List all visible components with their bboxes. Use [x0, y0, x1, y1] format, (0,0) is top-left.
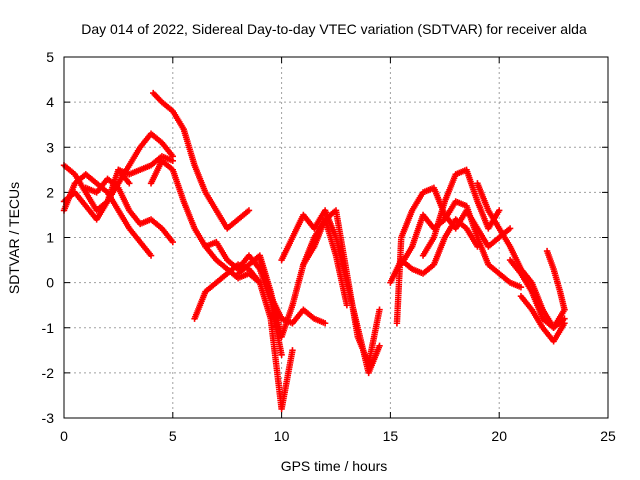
data-point: [278, 351, 285, 359]
series-arc11: [256, 256, 329, 327]
series-arc4: [82, 175, 176, 246]
y-tick-label: 2: [46, 184, 54, 200]
plot-area: [60, 89, 568, 413]
x-tick-label: 0: [60, 428, 68, 444]
y-axis-label: SDTVAR / TECUs: [6, 182, 22, 294]
y-tick-label: -3: [42, 410, 55, 426]
series-arc20: [517, 292, 568, 345]
data-point: [245, 207, 253, 214]
y-tick-label: 5: [46, 49, 54, 65]
series-arc19: [506, 256, 568, 331]
x-tick-label: 25: [600, 428, 616, 444]
data-point: [376, 306, 383, 313]
plot-frame: [63, 56, 609, 419]
x-tick-label: 10: [274, 428, 290, 444]
series-arc21: [543, 247, 568, 313]
data-point: [321, 320, 329, 327]
data-point: [517, 283, 525, 291]
data-point: [506, 225, 514, 232]
data-point: [343, 301, 351, 309]
y-tick-label: 3: [46, 139, 54, 155]
y-tick-label: -1: [42, 320, 55, 336]
y-tick-label: 0: [46, 275, 54, 291]
data-point: [147, 252, 155, 259]
x-axis-label: GPS time / hours: [281, 458, 388, 474]
series-arc16: [419, 166, 503, 259]
axis-ticks: 0 5 10 15 20 25 -3 -2 -1 0 1 2 3 4 5: [42, 49, 616, 444]
data-point: [169, 157, 176, 164]
series-arc1: [60, 171, 155, 259]
series-arc6: [150, 89, 253, 232]
x-tick-label: 15: [383, 428, 399, 444]
series-arc8: [191, 261, 296, 413]
data-point: [561, 320, 568, 327]
x-tick-label: 5: [169, 428, 177, 444]
series-arc13: [300, 207, 383, 368]
data-point: [496, 207, 503, 214]
y-tick-label: -2: [42, 365, 55, 381]
data-point: [289, 347, 296, 354]
x-tick-label: 20: [491, 428, 507, 444]
data-point: [126, 180, 133, 187]
data-point: [474, 243, 481, 250]
y-tick-label: 4: [46, 94, 54, 110]
series-arc9: [202, 238, 285, 359]
y-tick-label: 1: [46, 230, 54, 246]
series-arc17: [387, 216, 481, 286]
chart-title: Day 014 of 2022, Sidereal Day-to-day VTE…: [81, 21, 587, 37]
data-point: [561, 306, 568, 313]
data-point: [169, 238, 176, 246]
data-point: [376, 342, 383, 349]
